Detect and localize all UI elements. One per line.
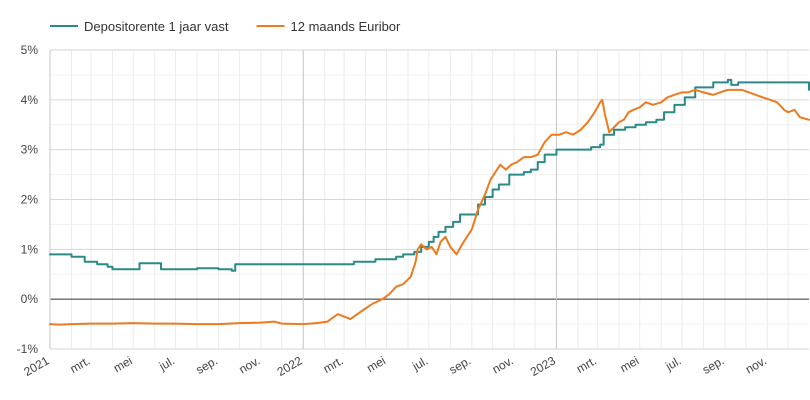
x-tick-label: jul. [156, 353, 177, 373]
legend[interactable]: Depositorente 1 jaar vast 12 maands Eurib… [50, 19, 401, 34]
legend-item-2[interactable]: 12 maands Euribor [256, 19, 402, 34]
y-tick-label: 5% [21, 43, 39, 57]
y-tick-label: -1% [17, 342, 39, 356]
legend-label: 12 maands Euribor [291, 19, 402, 34]
x-tick-label: mei [617, 353, 641, 375]
x-tick-label: sep. [700, 353, 727, 376]
x-tick-label: 2021 [21, 353, 51, 379]
x-tick-label: nov. [490, 353, 516, 376]
x-tick-label: nov. [743, 353, 769, 376]
series-line-2 [49, 88, 810, 326]
x-tick-label: sep. [447, 353, 474, 376]
x-tick-label: mrt. [574, 353, 599, 375]
series-layer [49, 78, 810, 326]
x-tick-label: mei [364, 353, 388, 375]
axis-layer: 5% 4% 3% 2% 1% 0% -1%2021 mrt. mei jul. sep. nov. 20… [17, 43, 769, 379]
y-tick-label: 2% [21, 193, 39, 207]
grid-layer [49, 49, 809, 350]
x-tick-label: 2023 [528, 353, 558, 379]
x-tick-label: jul. [662, 353, 683, 373]
y-tick-label: 3% [21, 143, 39, 157]
x-tick-label: mrt. [68, 353, 93, 375]
series-line-1 [49, 78, 810, 272]
x-tick-label: nov. [237, 353, 263, 376]
y-tick-label: 1% [21, 242, 39, 256]
x-tick-label: jul. [409, 353, 430, 373]
legend-label: Depositorente 1 jaar vast [84, 19, 229, 34]
x-tick-label: mrt. [321, 353, 346, 375]
y-tick-label: 4% [21, 93, 39, 107]
x-tick-label: mei [111, 353, 135, 375]
x-tick-label: sep. [193, 353, 220, 376]
x-tick-label: 2022 [275, 353, 305, 379]
y-tick-label: 0% [21, 292, 39, 306]
legend-item-1[interactable]: Depositorente 1 jaar vast [50, 19, 229, 34]
